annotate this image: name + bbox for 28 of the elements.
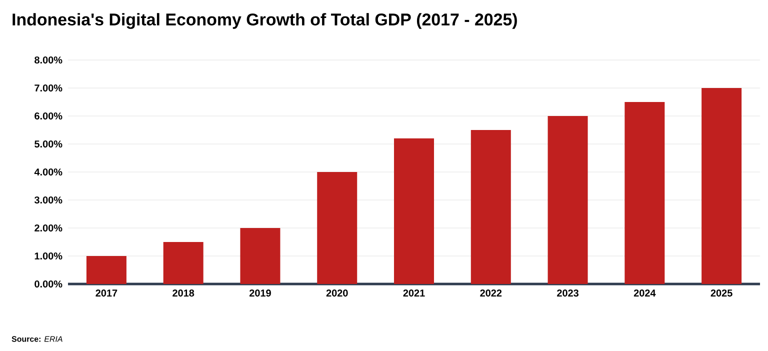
x-tick-label: 2018	[172, 290, 194, 297]
x-tick-label: 2023	[557, 290, 579, 297]
bar	[317, 172, 358, 284]
x-tick-label: 2019	[249, 290, 271, 297]
y-tick-label: 1.00%	[34, 252, 62, 260]
y-tick-label: 3.00%	[34, 196, 62, 204]
x-tick-label: 2024	[634, 290, 656, 297]
bar	[86, 256, 126, 284]
bar	[240, 228, 280, 284]
y-tick-label: 2.00%	[34, 224, 62, 232]
y-tick-label: 6.00%	[34, 112, 62, 120]
y-tick-label: 5.00%	[34, 140, 62, 148]
chart-title: Indonesia's Digital Economy Growth of Total GDP (2017 - 2025)	[12, 13, 517, 29]
bar	[470, 130, 511, 284]
bar	[624, 102, 665, 284]
y-tick-label: 0.00%	[34, 280, 62, 288]
bar	[548, 116, 588, 284]
bar	[702, 88, 742, 284]
x-tick-label: 2022	[480, 290, 502, 297]
bar	[163, 242, 204, 284]
y-tick-label: 8.00%	[34, 56, 62, 64]
x-tick-label: 2020	[326, 290, 348, 297]
y-tick-label: 4.00%	[34, 168, 62, 176]
bar	[394, 138, 434, 284]
x-tick-label: 2021	[403, 290, 425, 297]
x-tick-label: 2025	[710, 290, 732, 297]
x-tick-label: 2017	[96, 290, 118, 297]
y-tick-label: 7.00%	[34, 84, 62, 92]
